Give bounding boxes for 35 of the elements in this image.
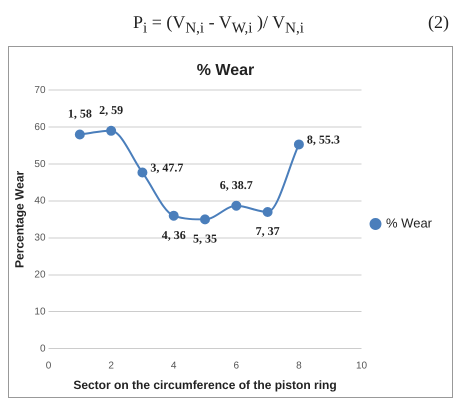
data-label: 6, 38.7 xyxy=(220,178,253,192)
point xyxy=(137,168,148,178)
y-tick-label: 40 xyxy=(34,196,46,207)
text: P$_{i}$ = (V$_{N,i}$ - V$_{W,i}$ )/ V$_{N,i}$ xyxy=(133,12,304,38)
point xyxy=(200,214,210,224)
x-axis-title: Sector on the circumference of the piston ring xyxy=(73,378,337,392)
point xyxy=(231,200,242,211)
point xyxy=(262,207,273,218)
text: (2) xyxy=(428,12,449,33)
data-label: 7, 37 xyxy=(256,224,280,238)
data-label: 2, 59 xyxy=(99,102,124,117)
x-tick-label: 8 xyxy=(296,360,302,372)
y-tick-label: 20 xyxy=(34,270,46,281)
data-label: 1, 58 xyxy=(68,106,92,121)
x-tick-label: 2 xyxy=(108,360,114,372)
data-label: 3, 47.7 xyxy=(150,160,184,175)
y-tick-label: 50 xyxy=(34,158,46,170)
y-tick-label: 30 xyxy=(34,232,46,244)
data-label: 5, 35 xyxy=(193,231,218,246)
y-axis-title: Percentage Wear xyxy=(12,170,27,268)
point xyxy=(168,210,179,221)
point xyxy=(106,126,116,136)
x-tick-label: 4 xyxy=(170,360,177,372)
data-label: 8, 55.3 xyxy=(306,132,340,147)
legend-label: % Wear xyxy=(386,216,433,231)
x-tick-label: 10 xyxy=(356,360,368,372)
y-tick-label: 0 xyxy=(40,343,46,354)
point xyxy=(294,139,304,150)
y-tick-label: 10 xyxy=(34,306,46,318)
y-tick-label: 60 xyxy=(34,122,46,133)
data-label: 4, 36 xyxy=(162,228,186,242)
point xyxy=(74,129,85,140)
chart-title: % Wear xyxy=(196,62,254,80)
x-tick-label: 6 xyxy=(234,360,240,372)
y-tick-label: 70 xyxy=(34,84,46,96)
